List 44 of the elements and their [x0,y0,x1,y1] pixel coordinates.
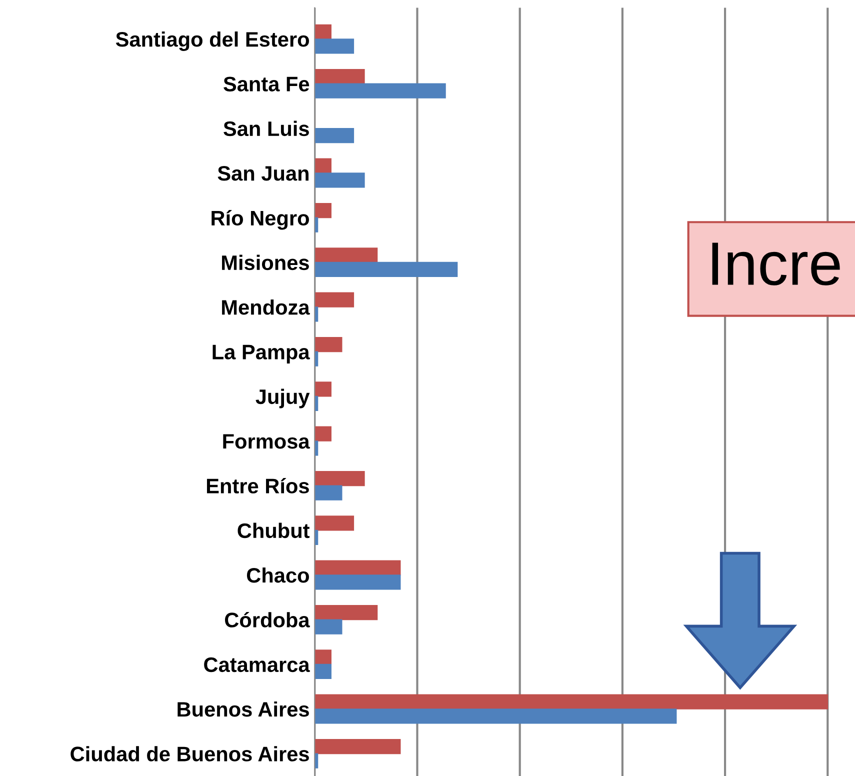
y-tick-label: Mendoza [222,299,310,315]
bar [314,336,342,352]
bar [314,172,365,188]
y-tick-label: Entre Ríos [206,478,309,494]
y-tick-label: La Pampa [212,344,310,364]
y-tick-label: San Juan [218,166,308,181]
bar [314,426,332,442]
bar [314,708,677,724]
bar [314,202,332,218]
bar [314,485,342,500]
y-tick-label: Jujuy [256,388,310,408]
bar [314,128,354,144]
bar [314,516,354,531]
bar [314,83,446,98]
bar [314,664,332,680]
bar [314,158,332,174]
y-tick-label: Santa Fe [224,76,310,92]
bar [314,292,354,308]
bar [314,248,378,263]
bar [314,470,365,486]
bar [314,694,828,710]
bar [314,650,332,665]
bar [314,619,342,634]
bar [314,738,401,754]
y-tick-label: Catamarca [204,657,310,672]
bar [314,604,378,620]
y-tick-label: Río Negro [212,210,309,230]
y-tick-label: Chubut [238,522,310,538]
bar [314,560,401,576]
y-tick-label: Ciudad de Buenos Aires [70,746,309,762]
y-tick-label: San Luis [224,120,309,136]
bar [314,38,354,54]
annotation: Incre [712,242,840,286]
y-tick-label: Formosa [223,434,310,449]
bar [314,24,332,40]
y-tick-label: Misiones [222,254,309,270]
y-tick-label: Buenos Aires [178,701,309,717]
bar [314,68,365,84]
bar [314,574,401,590]
bar [314,262,458,278]
y-tick-label: Chaco [246,567,309,583]
bar [314,382,332,397]
y-tick-label: Santiago del Estero [116,31,309,51]
y-tick-label: Córdoba [224,612,310,628]
